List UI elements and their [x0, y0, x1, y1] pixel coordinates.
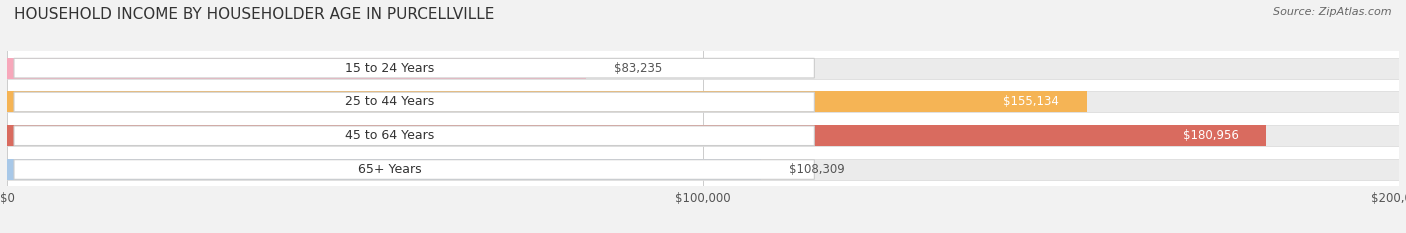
Text: $108,309: $108,309 [789, 163, 845, 176]
Text: 65+ Years: 65+ Years [359, 163, 422, 176]
Text: $83,235: $83,235 [614, 62, 662, 75]
Text: $155,134: $155,134 [1002, 96, 1059, 108]
Text: Source: ZipAtlas.com: Source: ZipAtlas.com [1274, 7, 1392, 17]
Bar [7, 159, 761, 180]
FancyBboxPatch shape [14, 92, 814, 112]
Bar [7, 58, 1399, 79]
Bar [7, 58, 586, 79]
Text: 25 to 44 Years: 25 to 44 Years [346, 96, 434, 108]
Bar [7, 92, 1087, 112]
FancyBboxPatch shape [14, 160, 814, 179]
FancyBboxPatch shape [14, 126, 814, 146]
Text: HOUSEHOLD INCOME BY HOUSEHOLDER AGE IN PURCELLVILLE: HOUSEHOLD INCOME BY HOUSEHOLDER AGE IN P… [14, 7, 495, 22]
Bar [7, 125, 1267, 146]
Bar [7, 92, 1399, 112]
Bar [7, 159, 1399, 180]
Text: 45 to 64 Years: 45 to 64 Years [346, 129, 434, 142]
FancyBboxPatch shape [14, 58, 814, 78]
Text: $180,956: $180,956 [1182, 129, 1239, 142]
Text: 15 to 24 Years: 15 to 24 Years [346, 62, 434, 75]
Bar [7, 125, 1399, 146]
